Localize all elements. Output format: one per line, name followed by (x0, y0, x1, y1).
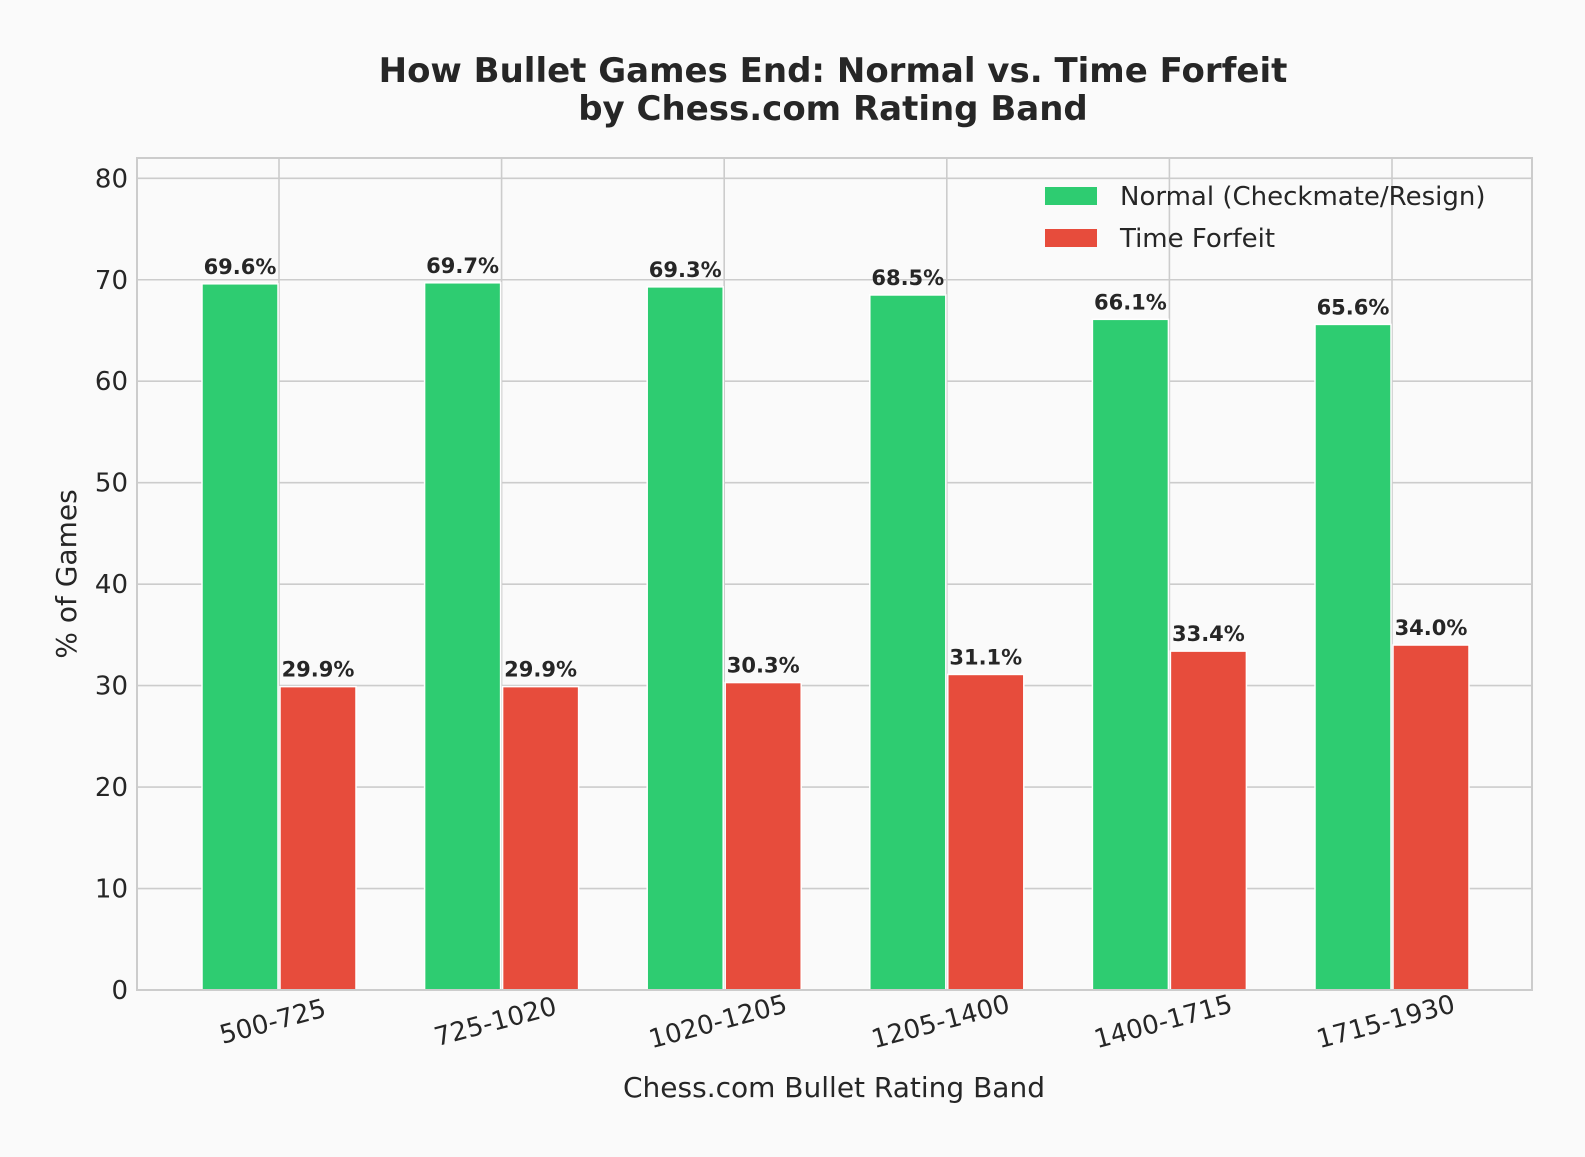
legend-label-time-forfeit: Time Forfeit (1119, 224, 1275, 254)
bar-label-normal: 69.3% (649, 258, 722, 282)
bar-time-forfeit (1392, 644, 1470, 991)
bar-labels-layer: 69.6% 69.7% 69.3% 68.5% 66.1% 65.6% 29.9% 29.9%… (204, 254, 1468, 682)
bar-normal (1314, 323, 1392, 991)
y-tick-label: 20 (95, 773, 128, 803)
bar-label-time-forfeit: 29.9% (504, 658, 577, 682)
bar-normal (1091, 318, 1170, 991)
legend-swatch-normal (1045, 187, 1097, 205)
bar-label-normal: 68.5% (871, 266, 944, 290)
bar-label-normal: 69.6% (204, 255, 277, 279)
legend-swatch-time-forfeit (1045, 229, 1097, 247)
x-axis-label: Chess.com Bullet Rating Band (623, 1071, 1045, 1104)
bar-label-normal: 65.6% (1317, 295, 1390, 319)
y-tick-label: 0 (111, 976, 128, 1006)
bar-time-forfeit (724, 681, 802, 991)
y-ticks-layer: 0 10 20 30 40 50 60 70 80 (95, 164, 128, 1006)
plot-frame (136, 157, 1533, 991)
bar-normal (423, 282, 502, 991)
bar-time-forfeit (1169, 650, 1248, 991)
y-tick-label: 70 (95, 266, 128, 296)
bar-time-forfeit (279, 685, 357, 991)
grid-layer (137, 158, 1532, 991)
bar-normal (201, 283, 279, 991)
bar-label-time-forfeit: 34.0% (1395, 616, 1468, 640)
y-tick-label: 50 (95, 469, 128, 499)
bar-time-forfeit (501, 685, 580, 991)
bar-label-time-forfeit: 33.4% (1172, 622, 1245, 646)
bars-layer (201, 282, 1470, 991)
y-tick-label: 30 (95, 672, 128, 702)
y-tick-label: 10 (95, 875, 128, 905)
y-tick-label: 80 (95, 164, 128, 194)
bar-label-normal: 69.7% (426, 254, 499, 278)
legend: Normal (Checkmate/Resign) Time Forfeit (1045, 182, 1485, 254)
y-tick-label: 40 (95, 570, 128, 600)
bar-label-time-forfeit: 30.3% (727, 654, 800, 678)
bar-normal (646, 286, 724, 991)
bar-time-forfeit (947, 673, 1025, 991)
legend-label-normal: Normal (Checkmate/Resign) (1120, 182, 1485, 212)
bar-label-normal: 66.1% (1094, 290, 1167, 314)
bar-label-time-forfeit: 29.9% (282, 658, 355, 682)
y-tick-label: 60 (95, 367, 128, 397)
y-axis-label: % of Games (50, 489, 83, 658)
chart-title-line-1: How Bullet Games End: Normal vs. Time Fo… (379, 51, 1288, 91)
bar-label-time-forfeit: 31.1% (949, 645, 1022, 669)
chart-title-line-2: by Chess.com Rating Band (578, 89, 1088, 129)
bar-normal (869, 294, 947, 991)
